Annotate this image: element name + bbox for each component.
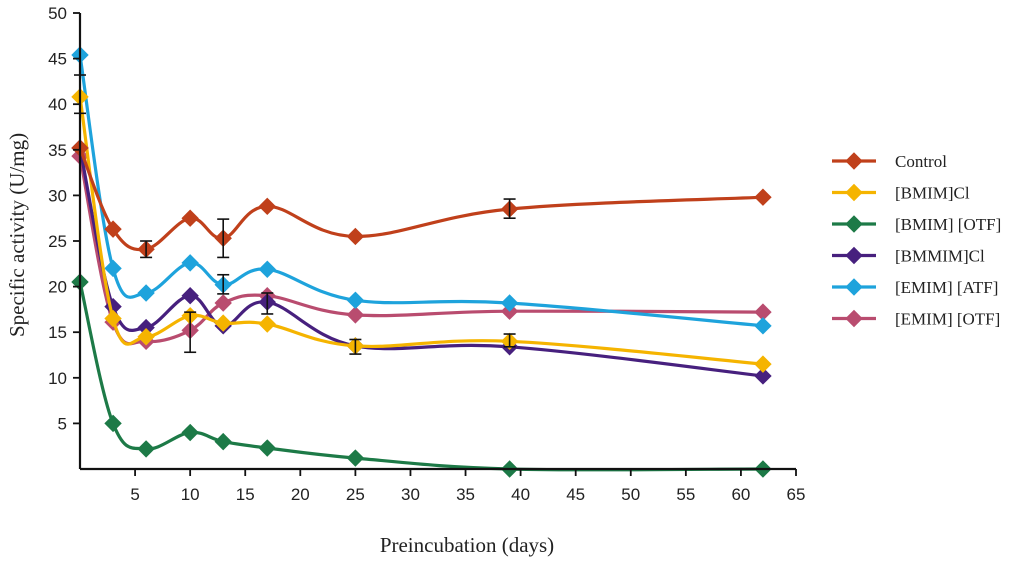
error-bar — [349, 338, 362, 355]
series-3 — [71, 139, 772, 385]
error-bar — [503, 333, 516, 348]
error-bar — [503, 198, 516, 219]
data-point — [137, 284, 155, 302]
data-point — [214, 314, 232, 332]
error-bar — [140, 240, 153, 259]
y-tick-label: 50 — [48, 4, 67, 23]
x-tick-label: 25 — [346, 485, 365, 504]
series-line — [78, 53, 765, 328]
data-point — [346, 227, 365, 246]
series-line — [78, 146, 765, 252]
series-0 — [71, 139, 772, 258]
y-tick-label: 5 — [58, 414, 67, 433]
data-point — [500, 294, 519, 312]
x-tick-label: 35 — [456, 485, 475, 504]
y-tick-label: 15 — [48, 323, 67, 342]
data-point — [181, 254, 199, 272]
y-axis-title: Specific activity (U/mg) — [5, 133, 29, 337]
data-point — [104, 220, 122, 238]
x-tick-label: 50 — [621, 485, 640, 504]
error-bar — [184, 311, 197, 354]
x-tick-label: 30 — [401, 485, 420, 504]
data-point — [104, 259, 122, 278]
legend-swatch-marker — [845, 183, 863, 202]
data-point — [104, 309, 122, 328]
x-axis-title: Preincubation (days) — [380, 533, 554, 557]
legend-entry-3: [BMMIM]Cl — [832, 247, 985, 266]
legend-swatch-marker — [845, 215, 863, 233]
data-point — [258, 260, 276, 278]
legend-label: [BMIM]Cl — [895, 184, 970, 203]
y-tick-label: 45 — [48, 50, 67, 69]
data-point — [754, 317, 772, 335]
data-point — [258, 439, 276, 457]
legend-label: [BMMIM]Cl — [895, 247, 985, 266]
legend-entry-0: Control — [832, 152, 947, 171]
x-tick-label: 15 — [236, 485, 255, 504]
x-tick-label: 65 — [787, 485, 806, 504]
legend-label: [EMIM] [OTF] — [895, 310, 1000, 329]
x-tick-label: 10 — [181, 485, 200, 504]
y-tick-label: 35 — [48, 141, 67, 160]
data-point — [754, 355, 772, 373]
series-line — [78, 95, 765, 366]
series-4 — [71, 46, 772, 335]
data-point — [754, 188, 772, 206]
data-point — [346, 291, 365, 309]
legend-label: Control — [895, 152, 947, 171]
x-tick-label: 40 — [511, 485, 530, 504]
legend-entry-4: [EMIM] [ATF] — [832, 278, 998, 297]
x-tick-label: 5 — [130, 485, 139, 504]
legend-swatch-marker — [845, 246, 863, 265]
x-tick-label: 20 — [291, 485, 310, 504]
y-tick-label: 20 — [48, 278, 67, 297]
series-5 — [71, 147, 772, 351]
data-point — [346, 306, 365, 324]
data-point — [258, 315, 276, 333]
error-bar — [261, 292, 274, 315]
legend-swatch-marker — [845, 309, 863, 328]
legend-label: [EMIM] [ATF] — [895, 278, 998, 297]
data-point — [258, 197, 276, 216]
legend-label: [BMIM] [OTF] — [895, 215, 1001, 234]
y-tick-label: 25 — [48, 232, 67, 251]
data-point — [104, 414, 122, 433]
x-tick-label: 60 — [731, 485, 750, 504]
error-bar — [217, 273, 230, 295]
data-point — [214, 432, 232, 451]
x-tick-label: 45 — [566, 485, 585, 504]
legend-entry-1: [BMIM]Cl — [832, 184, 970, 203]
data-point — [754, 367, 772, 385]
y-tick-label: 40 — [48, 95, 67, 114]
data-point — [137, 440, 155, 458]
data-point — [214, 294, 232, 312]
legend-swatch-marker — [845, 278, 863, 296]
y-tick-label: 10 — [48, 369, 67, 388]
y-tick-label: 30 — [48, 186, 67, 205]
series-1 — [71, 88, 772, 373]
legend-entry-2: [BMIM] [OTF] — [832, 215, 1001, 234]
data-point — [137, 328, 155, 346]
error-bar — [217, 218, 230, 259]
data-point — [181, 423, 199, 442]
data-point — [346, 449, 365, 467]
x-tick-label: 55 — [676, 485, 695, 504]
legend-swatch-marker — [845, 152, 863, 170]
data-point — [181, 287, 199, 305]
data-point — [181, 209, 199, 227]
legend-entry-5: [EMIM] [OTF] — [832, 310, 1000, 329]
